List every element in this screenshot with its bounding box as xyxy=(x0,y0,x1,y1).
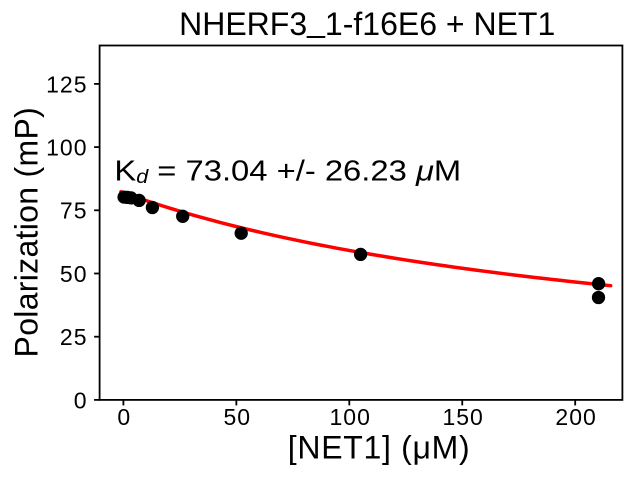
svg-text:25: 25 xyxy=(60,324,88,350)
svg-text:200: 200 xyxy=(555,404,596,430)
svg-text:0: 0 xyxy=(117,404,131,430)
svg-text:100: 100 xyxy=(46,135,87,161)
svg-text:150: 150 xyxy=(442,404,483,430)
svg-text:50: 50 xyxy=(60,261,88,287)
svg-text:50: 50 xyxy=(223,404,251,430)
svg-text:NHERF3_1-f16E6 + NET1: NHERF3_1-f16E6 + NET1 xyxy=(179,2,555,42)
svg-text:75: 75 xyxy=(60,198,88,224)
svg-text:Polarization (mP): Polarization (mP) xyxy=(9,107,45,358)
svg-text:[NET1] (μM): [NET1] (μM) xyxy=(288,430,471,466)
svg-text:Kd = 73.04 +/- 26.23 μM: Kd = 73.04 +/- 26.23 μM xyxy=(114,154,461,187)
svg-text:125: 125 xyxy=(46,71,87,97)
svg-text:0: 0 xyxy=(74,387,88,413)
svg-text:100: 100 xyxy=(330,404,371,430)
